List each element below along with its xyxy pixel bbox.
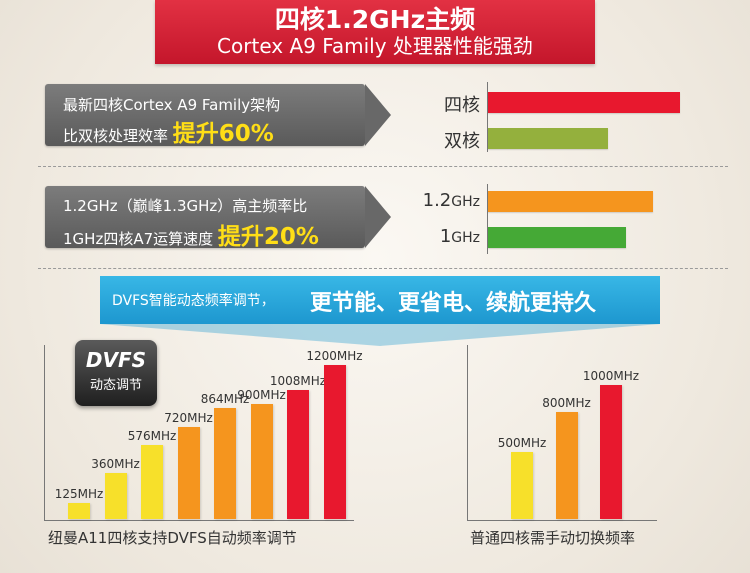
bar <box>488 92 680 113</box>
callout-line1: 最新四核Cortex A9 Family架构 <box>63 96 281 114</box>
bar-label: 四核 <box>444 95 480 116</box>
bar <box>511 452 533 519</box>
callout-arrow <box>365 186 391 248</box>
chart2-axis <box>487 184 488 254</box>
bar <box>488 227 626 248</box>
divider <box>38 166 728 167</box>
chip-subtitle: 动态调节 <box>89 378 142 393</box>
ribbon-small-text: DVFS智能动态频率调节， <box>112 293 275 309</box>
bar <box>68 503 90 519</box>
data-label: 864MHz <box>200 392 250 407</box>
callout-highlight: 提升60% <box>172 121 274 147</box>
data-label: 576MHz <box>127 429 177 444</box>
data-label: 360MHz <box>91 456 140 471</box>
bar <box>250 403 273 519</box>
bar <box>141 445 163 519</box>
bar <box>323 365 346 519</box>
chart3-caption: 纽曼A11四核支持DVFS自动频率调节 <box>48 529 297 547</box>
data-label: 1000MHz <box>582 369 640 383</box>
ribbon-large-text: 更节能、更省电、续航更持久 <box>310 291 597 316</box>
dvfs-chip-icon: DVFS 动态调节 <box>75 340 157 406</box>
ribbon-shadow <box>100 324 660 346</box>
callout-highlight: 提升20% <box>217 224 319 250</box>
bar <box>177 426 200 519</box>
bar-label: 双核 <box>444 131 480 152</box>
bar <box>287 389 309 519</box>
callout-line2-prefix: 比双核处理效率 <box>63 127 169 145</box>
callout-line2: 1GHz四核A7运算速度 提升20% <box>63 217 319 251</box>
callout-line2: 比双核处理效率 提升60% <box>63 114 274 148</box>
header-title: 四核1.2GHz主频 <box>274 5 476 34</box>
data-label: 1008MHz <box>269 373 327 388</box>
header-subtitle: Cortex A9 Family 处理器性能强劲 <box>217 34 533 58</box>
data-label: 720MHz <box>164 410 213 425</box>
data-label: 900MHz <box>237 387 286 402</box>
data-label: 800MHz <box>542 395 591 410</box>
callout-line1: 1.2GHz（巅峰1.3GHz）高主频率比 <box>63 197 308 215</box>
callout-line2-prefix: 1GHz四核A7运算速度 <box>63 230 214 248</box>
divider <box>38 268 728 269</box>
bar-label: 1GHz <box>439 226 480 247</box>
bar <box>488 128 608 149</box>
chart4-y-axis <box>467 345 468 521</box>
header-banner: 四核1.2GHz主频 Cortex A9 Family 处理器性能强劲 <box>155 0 595 64</box>
bar <box>488 191 653 212</box>
callout-frequency: 1.2GHz（巅峰1.3GHz）高主频率比 1GHz四核A7运算速度 提升20% <box>45 186 391 251</box>
data-label: 500MHz <box>497 436 547 450</box>
bar-label: 1.2GHz <box>422 190 480 211</box>
callout-quad-vs-dual: 最新四核Cortex A9 Family架构 比双核处理效率 提升60% <box>45 84 391 148</box>
bar <box>214 408 236 519</box>
chip-title: DVFS <box>85 348 147 372</box>
bar <box>600 385 622 519</box>
callout-arrow <box>365 84 391 146</box>
bar <box>555 411 578 519</box>
chart3-x-axis <box>44 520 354 521</box>
dvfs-ribbon: DVFS智能动态频率调节， 更节能、更省电、续航更持久 <box>100 276 660 324</box>
bar <box>104 472 127 519</box>
chart4-x-axis <box>467 520 657 521</box>
chart4-caption: 普通四核需手动切换频率 <box>470 529 636 547</box>
data-label: 1200MHz <box>306 349 363 364</box>
data-label: 125MHz <box>54 487 104 501</box>
chart3-y-axis <box>44 345 45 521</box>
chart1-axis <box>487 82 488 152</box>
